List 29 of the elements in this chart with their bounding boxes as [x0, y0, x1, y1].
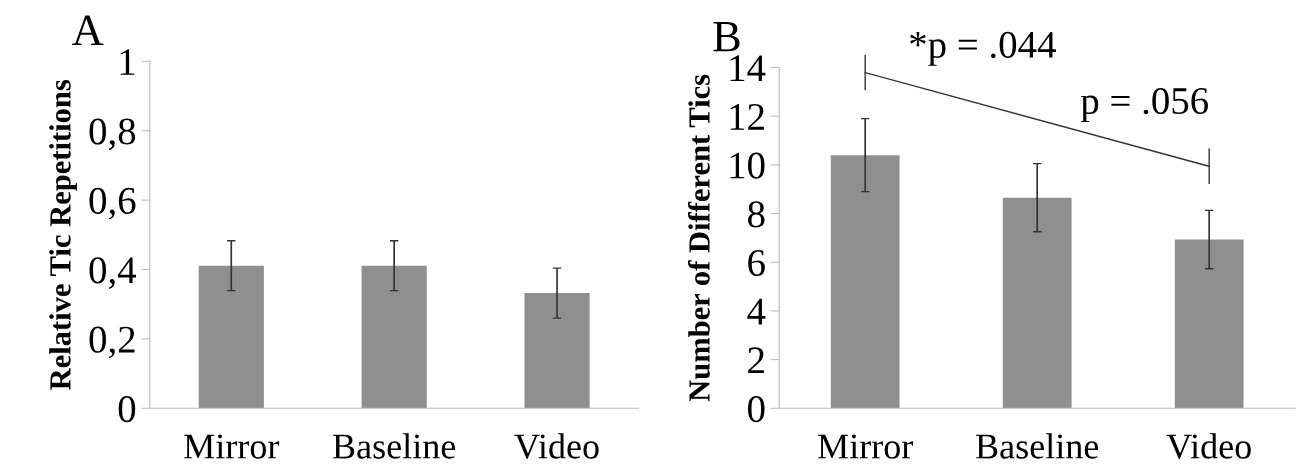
x-tick-label: Video — [1166, 433, 1251, 459]
bar — [1174, 239, 1244, 409]
bar — [1002, 197, 1072, 409]
y-tick-label: 0 — [118, 395, 136, 423]
text: *p = .044 — [910, 31, 1056, 66]
x-tick-label: Mirror — [184, 434, 280, 459]
chart-title: B — [713, 22, 740, 52]
y-tick-label: 4 — [747, 298, 766, 325]
y-tick-label: 12 — [730, 103, 764, 130]
y-tick-label: 1 — [120, 49, 135, 75]
x-tick-label: Baseline — [333, 433, 456, 459]
y-tick-label: 8 — [748, 201, 765, 228]
y-tick-label: 14 — [730, 55, 766, 81]
annotation: p = .056 — [1080, 87, 1209, 123]
y-tick-label: 0,8 — [89, 118, 136, 151]
y-tick-label: 0,6 — [89, 187, 136, 220]
y-tick-label: 2 — [748, 347, 764, 374]
y-axis-title: Relative Tic Repetitions — [49, 79, 77, 390]
bar — [830, 155, 900, 409]
y-tick-label: 10 — [730, 152, 765, 179]
y-tick-label: 6 — [748, 249, 765, 277]
x-tick-label: Baseline — [976, 433, 1099, 459]
y-tick-label: 0,2 — [89, 326, 135, 359]
y-tick-label: 0,4 — [89, 257, 137, 289]
chart-title: A — [72, 15, 104, 45]
y-tick-label: 0 — [748, 395, 765, 423]
x-tick-label: Video — [514, 433, 599, 459]
x-tick-label: Mirror — [818, 434, 914, 459]
y-axis-title: Number of Different Tics — [687, 74, 710, 402]
